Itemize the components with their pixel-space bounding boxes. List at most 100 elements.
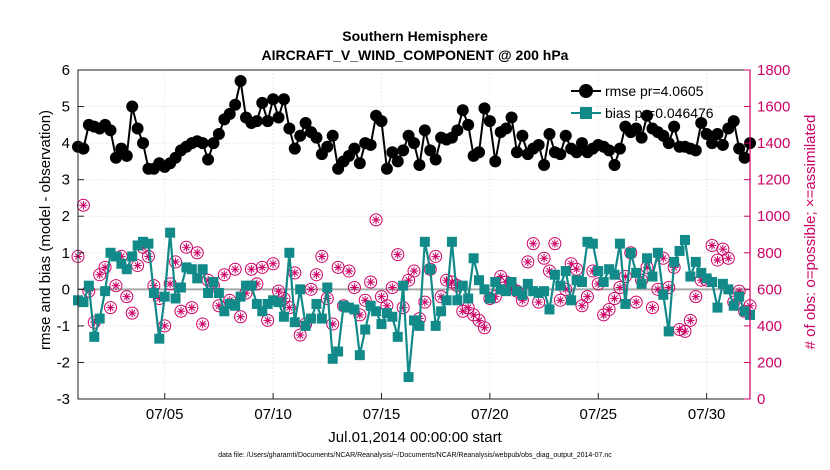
bias-marker [409,315,419,326]
bias-marker [604,264,615,275]
obs-point [255,260,269,274]
rmse-marker [267,93,280,106]
x-axis-ticks: 07/05 07/10 07/15 07/20 07/25 07/30 [146,393,725,423]
obs-possible-marker [537,251,551,265]
bias-marker [360,324,371,335]
rmse-marker [202,153,215,166]
x-tick-label: 07/05 [146,406,184,423]
obs-possible-marker [678,324,692,338]
obs-possible-marker [228,262,242,276]
bias-marker [690,256,701,267]
obs-point [304,282,318,296]
rmse-marker [689,144,702,157]
y-right-tick-label: 1600 [757,99,790,116]
obs-point [244,262,258,276]
rmse-marker [483,115,496,128]
y-right-tick-label: 1400 [757,135,790,152]
rmse-marker [706,137,719,150]
rmse-marker [733,142,746,155]
y-left-tick-label: -2 [57,354,70,371]
obs-point [553,293,567,307]
obs-point [521,255,535,269]
y-left-tick-label: 1 [62,245,70,262]
obs-point [369,213,383,227]
obs-assim-stroke [475,317,483,324]
obs-possible-marker [76,198,90,212]
bias-marker [620,298,631,309]
y-left-tick-label: 0 [62,281,70,298]
y-axis-left-ticks: -3 -2 -1 0 1 2 3 4 5 6 [57,62,84,408]
obs-point [374,290,388,304]
obs-point [174,304,188,318]
bias-marker [696,267,707,278]
obs-point [683,313,697,327]
bias-marker [457,280,468,291]
bias-marker [484,293,495,304]
obs-assim-stroke [188,304,196,311]
obs-possible-marker [608,291,622,305]
obs-possible-marker [521,255,535,269]
y-right-tick-label: 200 [757,354,782,371]
series-rmse [72,74,756,175]
rmse-marker [478,102,491,115]
obs-point [347,281,361,295]
obs-assim-stroke [183,244,190,251]
rmse-marker [207,137,220,150]
obs-possible-marker [347,281,361,295]
obs-assim-stroke [248,265,255,273]
y-left-tick-label: 2 [62,208,70,225]
obs-possible-marker [120,290,134,304]
obs-assim-stroke [632,298,640,306]
obs-assim-stroke [318,253,326,260]
bias-marker [284,247,295,258]
bias-marker [679,234,690,245]
x-tick-label: 07/15 [363,406,401,423]
rmse-marker [500,122,513,135]
bias-marker [392,331,403,342]
obs-assim-stroke [313,271,320,279]
obs-assim-stroke [551,240,559,247]
bias-marker [235,291,246,302]
obs-assim-stroke [286,304,293,311]
bias-marker [528,286,539,297]
obs-point [385,281,399,295]
obs-assim-stroke [291,269,299,277]
rmse-marker [380,162,393,175]
bias-marker [316,313,327,324]
rmse-marker [321,140,334,153]
obs-point [315,249,329,263]
obs-possible-marker [358,293,372,307]
obs-point [76,198,90,212]
bias-marker [544,304,555,315]
rmse-marker [559,129,572,142]
bias-marker [419,236,430,247]
y-left-tick-label: -3 [57,391,70,408]
obs-assim-stroke [177,307,185,315]
bias-marker [403,372,414,383]
rmse-marker [397,144,410,157]
rmse-marker [234,74,247,87]
obs-assim-stroke [437,293,445,300]
x-tick-label: 07/25 [579,406,617,423]
obs-possible-marker [683,313,697,327]
bias-marker [555,280,566,291]
bias-marker [560,266,571,277]
rmse-marker [104,124,117,137]
obs-point [179,240,193,254]
obs-possible-marker [613,281,627,295]
rmse-marker [109,151,122,164]
obs-assim-stroke [654,286,662,293]
bias-marker [652,247,663,258]
rmse-marker [272,111,285,124]
bias-marker [289,317,300,328]
bias-marker [148,287,159,298]
obs-point [234,310,248,324]
bias-marker [311,298,322,309]
bias-marker [609,269,620,280]
obs-point [537,251,551,265]
rmse-marker [250,115,263,128]
obs-assim-stroke [719,245,727,253]
bias-marker [625,247,636,258]
y-right-tick-label: 800 [757,245,782,262]
obs-point [309,268,323,282]
